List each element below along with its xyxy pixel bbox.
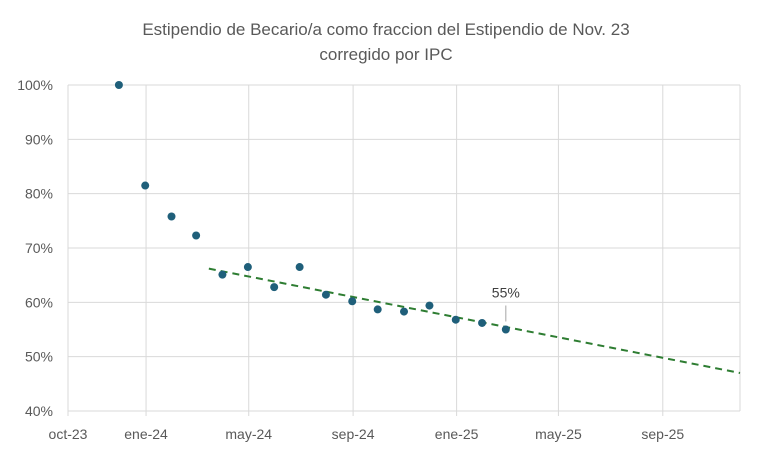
chart-title-line-1: Estipendio de Becario/a como fraccion de… [142, 20, 629, 39]
data-point [141, 181, 150, 190]
x-tick-label: ene-24 [124, 426, 168, 442]
data-point [321, 290, 330, 299]
data-point [425, 301, 434, 310]
y-tick-label: 70% [25, 240, 53, 256]
trendline-group [208, 267, 741, 374]
x-tick-label: oct-23 [49, 426, 88, 442]
x-tick-label: sep-24 [332, 426, 375, 442]
trendline [208, 267, 741, 374]
data-point [270, 283, 279, 292]
data-point [348, 297, 357, 306]
y-tick-label: 50% [25, 349, 53, 365]
data-point [243, 263, 252, 272]
chart-title-line-2: corregido por IPC [319, 45, 452, 64]
data-point [451, 315, 460, 324]
x-tick-label: ene-25 [435, 426, 479, 442]
y-tick-label: 60% [25, 294, 53, 310]
data-point [192, 231, 201, 240]
annotation-label: 55% [492, 285, 520, 301]
data-point [218, 270, 227, 279]
x-tick-label: sep-25 [641, 426, 684, 442]
data-point [114, 81, 123, 89]
y-tick-label: 90% [25, 131, 53, 147]
grid [67, 84, 741, 412]
data-points [114, 81, 510, 334]
axes: 100% 90% 80% 70% 60% 50% 40% oct-23 ene-24 may-24… [17, 77, 684, 442]
y-tick-label: 100% [17, 77, 53, 93]
y-tick-label: 40% [25, 403, 53, 419]
data-point [167, 212, 176, 221]
annotation-group: 55% [492, 285, 520, 322]
data-point [501, 325, 510, 334]
data-point [400, 307, 408, 316]
x-tick-label: may-24 [225, 426, 272, 442]
chart-title: Estipendio de Becario/a como fraccion de… [142, 20, 629, 64]
x-tick-label: may-25 [535, 426, 582, 442]
y-tick-label: 80% [25, 186, 53, 202]
data-point [295, 263, 304, 272]
data-point [373, 305, 382, 314]
data-point [478, 318, 487, 327]
